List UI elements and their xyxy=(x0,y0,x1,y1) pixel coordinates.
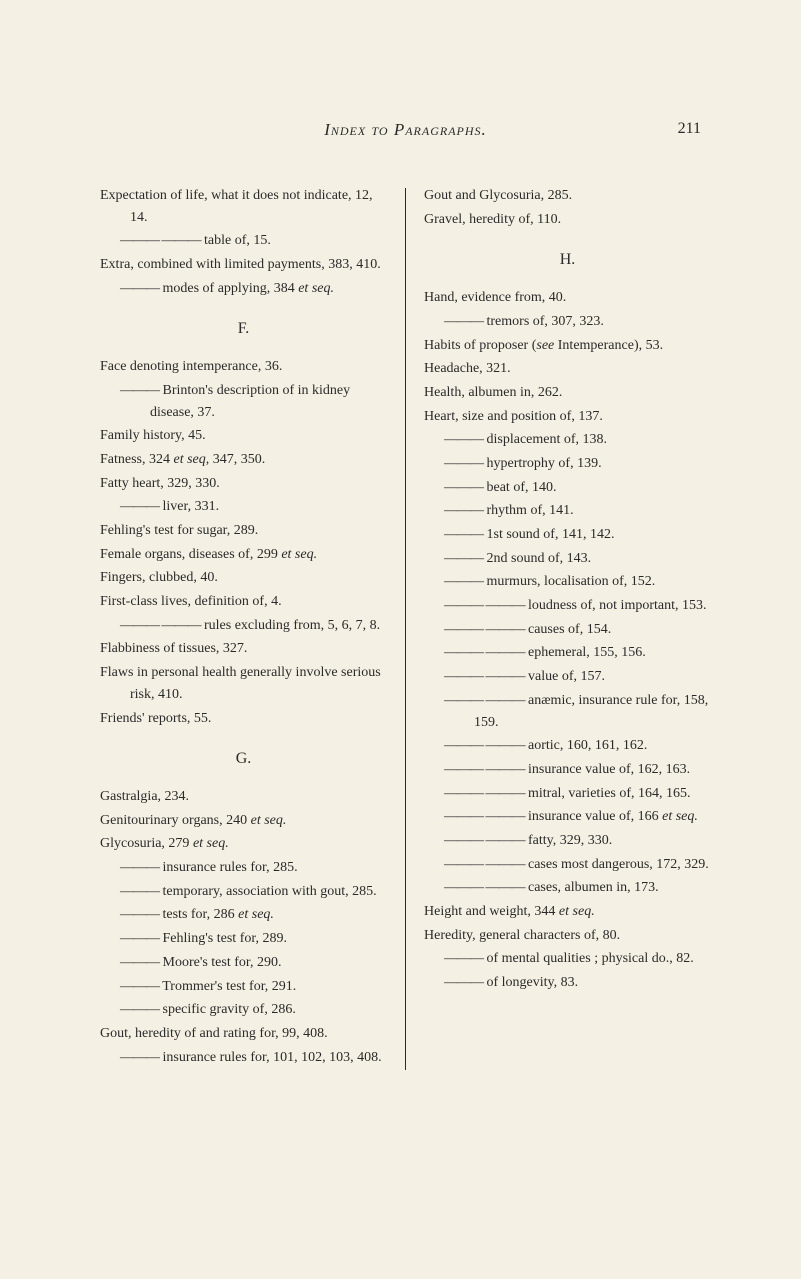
index-sub-entry: ——— ——— loudness of, not important, 153. xyxy=(424,595,711,617)
index-entry: Fingers, clubbed, 40. xyxy=(100,567,387,589)
index-sub-entry: ——— insurance rules for, 285. xyxy=(100,857,387,879)
index-entry: Glycosuria, 279 et seq. xyxy=(100,833,387,855)
index-entry: Fatty heart, 329, 330. xyxy=(100,473,387,495)
index-sub-entry: ——— liver, 331. xyxy=(100,496,387,518)
index-entry: Flaws in personal health generally invol… xyxy=(100,662,387,705)
index-sub-entry: ——— ——— insurance value of, 162, 163. xyxy=(424,759,711,781)
index-entry: Heart, size and position of, 137. xyxy=(424,406,711,428)
index-entry: Face denoting intemperance, 36. xyxy=(100,356,387,378)
index-entry: Friends' reports, 55. xyxy=(100,708,387,730)
index-sub-entry: ——— ——— value of, 157. xyxy=(424,666,711,688)
index-sub-entry: ——— hypertrophy of, 139. xyxy=(424,453,711,475)
section-heading: F. xyxy=(100,317,387,342)
index-sub-entry: ——— ——— fatty, 329, 330. xyxy=(424,830,711,852)
index-sub-entry: ——— of mental qualities ; physical do., … xyxy=(424,948,711,970)
index-sub-entry: ——— temporary, association with gout, 28… xyxy=(100,881,387,903)
index-sub-entry: ——— ——— ephemeral, 155, 156. xyxy=(424,642,711,664)
index-entry: Health, albumen in, 262. xyxy=(424,382,711,404)
index-sub-entry: ——— ——— rules excluding from, 5, 6, 7, 8… xyxy=(100,615,387,637)
index-entry: Female organs, diseases of, 299 et seq. xyxy=(100,544,387,566)
index-entry: Gout, heredity of and rating for, 99, 40… xyxy=(100,1023,387,1045)
index-entry: Flabbiness of tissues, 327. xyxy=(100,638,387,660)
left-column: Expectation of life, what it does not in… xyxy=(100,185,405,1070)
index-entry: Genitourinary organs, 240 et seq. xyxy=(100,810,387,832)
index-entry: Family history, 45. xyxy=(100,425,387,447)
index-sub-entry: ——— beat of, 140. xyxy=(424,477,711,499)
index-sub-entry: ——— modes of applying, 384 et seq. xyxy=(100,278,387,300)
index-sub-entry: ——— Trommer's test for, 291. xyxy=(100,976,387,998)
header-title: Index to Paragraphs. xyxy=(324,120,487,140)
right-column: Gout and Glycosuria, 285.Gravel, heredit… xyxy=(406,185,711,1070)
index-sub-entry: ——— ——— causes of, 154. xyxy=(424,619,711,641)
index-sub-entry: ——— Moore's test for, 290. xyxy=(100,952,387,974)
index-entry: Headache, 321. xyxy=(424,358,711,380)
index-entry: Gastralgia, 234. xyxy=(100,786,387,808)
index-entry: Heredity, general characters of, 80. xyxy=(424,925,711,947)
index-sub-entry: ——— 1st sound of, 141, 142. xyxy=(424,524,711,546)
index-sub-entry: ——— 2nd sound of, 143. xyxy=(424,548,711,570)
index-sub-entry: ——— Brinton's description of in kidney d… xyxy=(100,380,387,423)
index-entry: Fehling's test for sugar, 289. xyxy=(100,520,387,542)
index-sub-entry: ——— rhythm of, 141. xyxy=(424,500,711,522)
index-entry: Expectation of life, what it does not in… xyxy=(100,185,387,228)
index-sub-entry: ——— Fehling's test for, 289. xyxy=(100,928,387,950)
index-sub-entry: ——— ——— insurance value of, 166 et seq. xyxy=(424,806,711,828)
index-sub-entry: ——— insurance rules for, 101, 102, 103, … xyxy=(100,1047,387,1069)
index-entry: Height and weight, 344 et seq. xyxy=(424,901,711,923)
index-sub-entry: ——— murmurs, localisation of, 152. xyxy=(424,571,711,593)
index-sub-entry: ——— ——— cases most dangerous, 172, 329. xyxy=(424,854,711,876)
page-number: 211 xyxy=(678,120,701,138)
index-sub-entry: ——— ——— table of, 15. xyxy=(100,230,387,252)
content-columns: Expectation of life, what it does not in… xyxy=(100,185,711,1070)
index-entry: First-class lives, definition of, 4. xyxy=(100,591,387,613)
section-heading: G. xyxy=(100,747,387,772)
page-header: Index to Paragraphs. 211 xyxy=(100,120,711,140)
index-entry: Gravel, heredity of, 110. xyxy=(424,209,711,231)
index-sub-entry: ——— ——— aortic, 160, 161, 162. xyxy=(424,735,711,757)
index-entry: Hand, evidence from, 40. xyxy=(424,287,711,309)
index-sub-entry: ——— of longevity, 83. xyxy=(424,972,711,994)
index-sub-entry: ——— ——— mitral, varieties of, 164, 165. xyxy=(424,783,711,805)
section-heading: H. xyxy=(424,248,711,273)
index-entry: Gout and Glycosuria, 285. xyxy=(424,185,711,207)
index-entry: Fatness, 324 et seq, 347, 350. xyxy=(100,449,387,471)
index-entry: Extra, combined with limited payments, 3… xyxy=(100,254,387,276)
index-sub-entry: ——— specific gravity of, 286. xyxy=(100,999,387,1021)
page-container: Index to Paragraphs. 211 Expectation of … xyxy=(0,0,801,1130)
index-sub-entry: ——— tests for, 286 et seq. xyxy=(100,904,387,926)
index-entry: Habits of proposer (see Intemperance), 5… xyxy=(424,335,711,357)
index-sub-entry: ——— tremors of, 307, 323. xyxy=(424,311,711,333)
index-sub-entry: ——— ——— cases, albumen in, 173. xyxy=(424,877,711,899)
index-sub-entry: ——— displacement of, 138. xyxy=(424,429,711,451)
index-sub-entry: ——— ——— anæmic, insurance rule for, 158,… xyxy=(424,690,711,733)
